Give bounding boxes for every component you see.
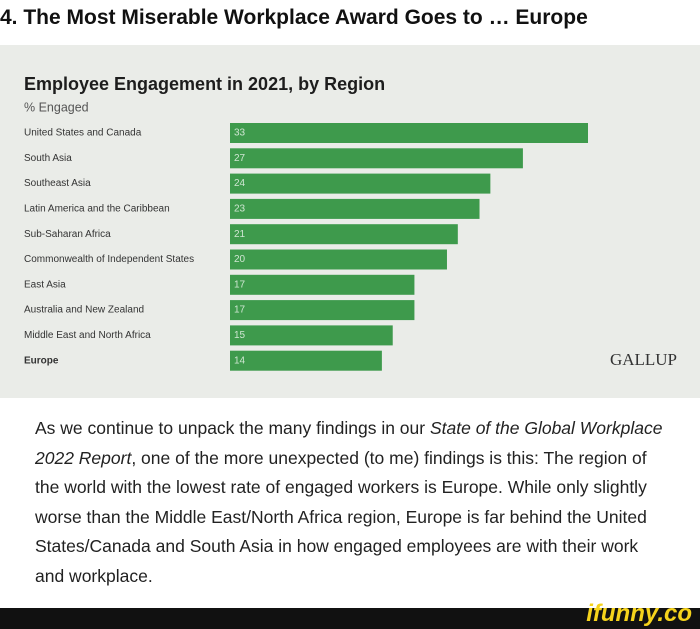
heading: 4. The Most Miserable Workplace Award Go… <box>0 6 588 29</box>
value-label: 17 <box>234 279 246 290</box>
bar <box>230 274 415 295</box>
value-label: 24 <box>234 178 246 189</box>
category-label: East Asia <box>24 279 66 290</box>
value-label: 14 <box>234 355 246 366</box>
category-label: South Asia <box>24 153 72 164</box>
value-label: 33 <box>234 128 246 139</box>
bar <box>230 249 447 270</box>
watermark: ifunny.co <box>586 600 692 627</box>
chart-subtitle: % Engaged <box>24 100 89 114</box>
bar <box>230 224 458 245</box>
chart-title: Employee Engagement in 2021, by Region <box>24 74 385 94</box>
value-label: 21 <box>234 229 246 240</box>
text: , one of the more unexpected (to me) fin… <box>35 447 647 586</box>
value-label: 23 <box>234 204 246 215</box>
category-label: Commonwealth of Independent States <box>24 254 194 265</box>
text: As we continue to unpack the many findin… <box>35 418 430 438</box>
category-label: United States and Canada <box>24 128 142 139</box>
footer: ifunny.co <box>0 600 700 629</box>
paragraph: As we continue to unpack the many findin… <box>35 414 665 591</box>
bar <box>230 350 382 371</box>
bar <box>230 123 588 143</box>
value-label: 27 <box>234 153 246 164</box>
category-label: Australia and New Zealand <box>24 305 144 316</box>
category-label: Sub-Saharan Africa <box>24 229 111 240</box>
source-logo: GALLUP <box>610 350 677 369</box>
bar <box>230 148 523 169</box>
bar <box>230 325 393 346</box>
italic-text: State of the Global Workplace 2022 Repor… <box>35 418 663 468</box>
bar <box>230 300 415 321</box>
chart: Employee Engagement in 2021, by Region %… <box>0 45 700 398</box>
bar <box>230 198 480 219</box>
value-label: 17 <box>234 305 246 316</box>
value-label: 15 <box>234 330 246 341</box>
category-label: Middle East and North Africa <box>24 330 151 341</box>
category-label: Latin America and the Caribbean <box>24 204 170 215</box>
category-label: Southeast Asia <box>24 178 91 189</box>
category-label: Europe <box>24 355 59 366</box>
value-label: 20 <box>234 254 246 265</box>
bar <box>230 173 491 194</box>
